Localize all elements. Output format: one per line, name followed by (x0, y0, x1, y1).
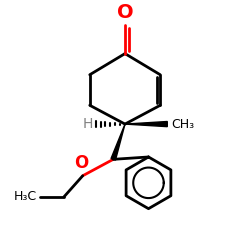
Polygon shape (111, 124, 125, 160)
Text: H₃C: H₃C (14, 190, 37, 203)
Text: H: H (82, 117, 93, 131)
Text: CH₃: CH₃ (171, 118, 194, 130)
Text: O: O (117, 3, 133, 22)
Polygon shape (125, 122, 167, 127)
Text: O: O (74, 154, 89, 172)
